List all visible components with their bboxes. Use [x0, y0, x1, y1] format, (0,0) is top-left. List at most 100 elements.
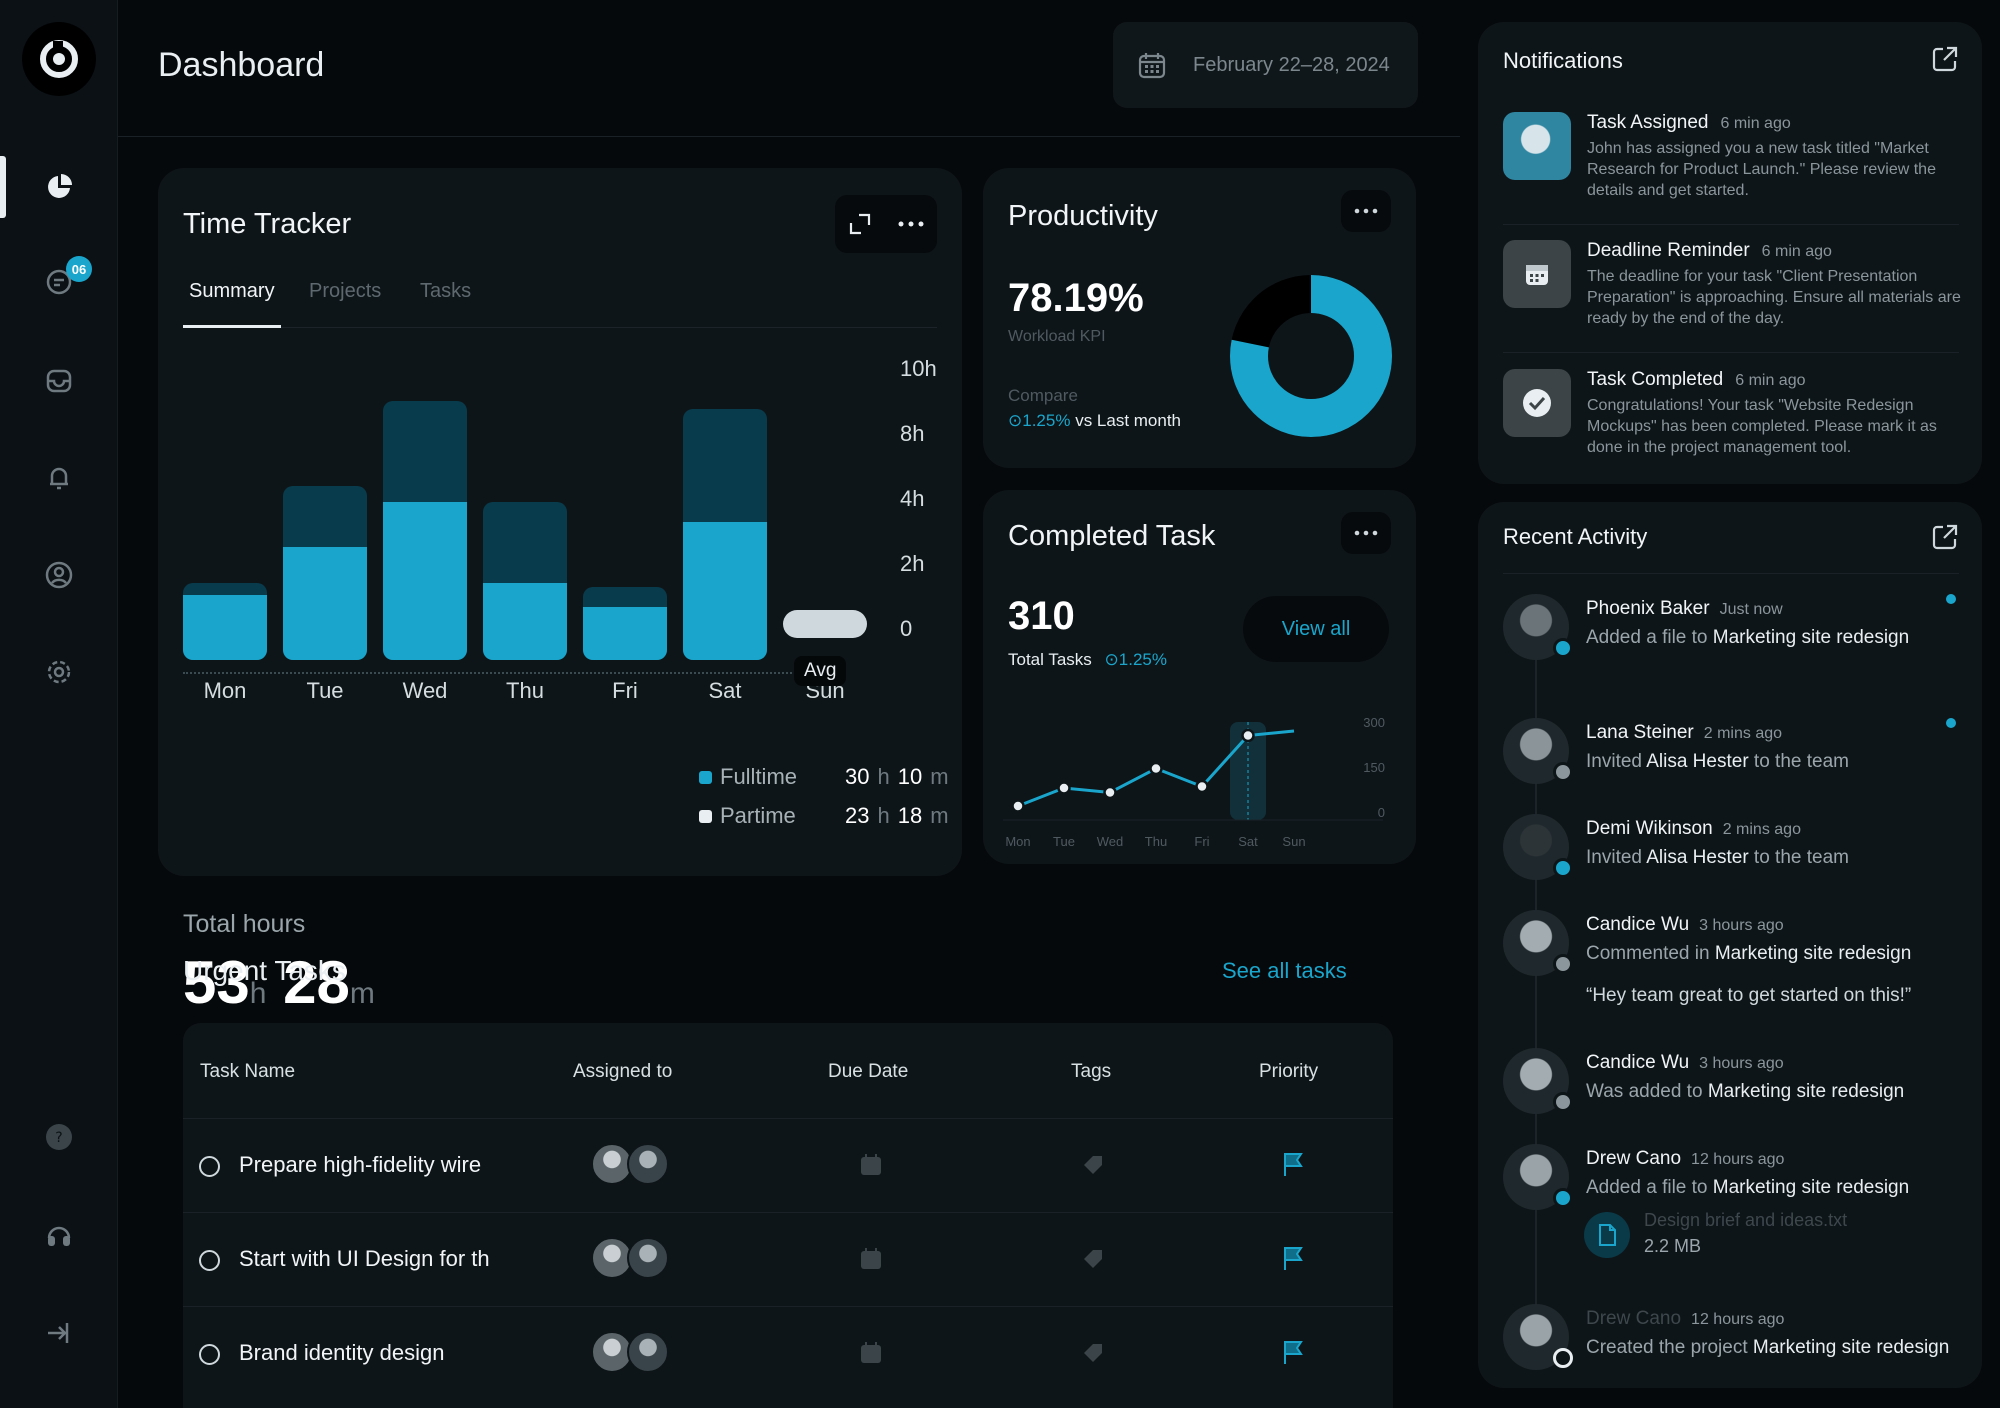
activity-link[interactable]: Alisa Hester	[1646, 751, 1749, 772]
sidebar: 06 ?	[0, 0, 118, 1408]
nav-help[interactable]: ?	[39, 1117, 79, 1157]
assignee-avatar[interactable]	[591, 1143, 633, 1185]
activity-link[interactable]: Marketing site redesign	[1707, 1081, 1905, 1102]
activity-link[interactable]: Marketing site redesign	[1712, 627, 1910, 648]
completed-more-button[interactable]	[1341, 512, 1391, 554]
activity-text: Invited Alisa Hester to the team	[1586, 751, 1849, 772]
data-point[interactable]	[1057, 781, 1071, 795]
calendar-icon	[1138, 53, 1166, 79]
see-all-tasks-link[interactable]: See all tasks	[1222, 958, 1347, 983]
legend-fulltime: Fulltime 30 h 10 m	[699, 764, 949, 790]
bar-fri	[583, 587, 667, 660]
app-logo[interactable]	[22, 22, 96, 96]
col-tags[interactable]: Tags	[1071, 1061, 1112, 1082]
notification-divider	[1503, 224, 1959, 225]
priority-flag-icon[interactable]	[1281, 1245, 1305, 1271]
tag-icon[interactable]	[1081, 1247, 1105, 1271]
status-indicator	[1553, 762, 1573, 782]
file-name[interactable]: Design brief and ideas.txt	[1644, 1210, 1848, 1230]
col-priority[interactable]: Priority	[1259, 1061, 1319, 1082]
total-hours-value: 53h 28m	[183, 949, 375, 1016]
legend-minutes: 18	[897, 803, 923, 828]
table-row[interactable]: Prepare high-fidelity wire	[183, 1118, 1393, 1212]
legend-label: Fulltime	[720, 764, 798, 789]
x-tick-label: Fri	[612, 678, 638, 703]
table-row[interactable]: Start with UI Design for th	[183, 1212, 1393, 1306]
page-title: Dashboard	[158, 46, 325, 84]
table-row[interactable]: Brand identity design	[183, 1306, 1393, 1400]
col-due-date[interactable]: Due Date	[828, 1061, 909, 1082]
nav-support[interactable]	[39, 1215, 79, 1255]
bar-fulltime-mon	[183, 595, 267, 660]
task-checkbox[interactable]	[199, 1156, 220, 1177]
y-tick: 2h	[900, 551, 925, 576]
nav-logout[interactable]	[39, 1313, 79, 1353]
recent-activity-title: Recent Activity	[1503, 524, 1648, 549]
completed-task-card: Completed Task 310 Total Tasks ⊙1.25% Vi…	[983, 490, 1416, 864]
priority-flag-icon[interactable]	[1281, 1151, 1305, 1177]
activity-link[interactable]: Marketing site redesign	[1752, 1337, 1950, 1358]
activity-text: Invited Alisa Hester to the team	[1586, 847, 1849, 868]
bar-tue	[283, 485, 367, 660]
compare-label: Compare	[1008, 386, 1078, 405]
calendar-icon[interactable]	[859, 1153, 883, 1177]
data-point[interactable]	[1241, 728, 1255, 743]
assignee-avatar[interactable]	[627, 1143, 669, 1185]
activity-name: Lana Steiner 2 mins ago	[1586, 722, 1783, 743]
tag-icon[interactable]	[1081, 1153, 1105, 1177]
fulltime-swatch	[699, 770, 712, 784]
col-task-name[interactable]: Task Name	[200, 1061, 296, 1082]
notification-body: The deadline for your task "Client Prese…	[1587, 268, 1961, 327]
status-indicator	[1553, 858, 1573, 878]
external-link-icon[interactable]	[1930, 44, 1960, 74]
tab-tasks[interactable]: Tasks	[420, 280, 472, 302]
status-indicator	[1553, 638, 1573, 658]
y-tick-label: 0	[1378, 805, 1385, 820]
calendar-icon[interactable]	[859, 1341, 883, 1365]
assignee-avatar[interactable]	[591, 1237, 633, 1279]
nav-messages[interactable]	[39, 262, 79, 302]
activity-link[interactable]: Alisa Hester	[1646, 847, 1749, 868]
file-icon[interactable]	[1584, 1212, 1630, 1258]
date-range-picker[interactable]: February 22–28, 2024	[1113, 22, 1418, 108]
tab-summary[interactable]: Summary	[189, 280, 275, 302]
nav-settings[interactable]	[39, 652, 79, 692]
nav-notifications[interactable]	[39, 458, 79, 498]
tab-projects[interactable]: Projects	[309, 280, 382, 302]
external-link-icon[interactable]	[1930, 522, 1960, 552]
date-range-text: February 22–28, 2024	[1193, 53, 1390, 76]
data-point[interactable]	[1149, 761, 1163, 776]
nav-profile[interactable]	[39, 555, 79, 595]
data-point[interactable]	[1195, 779, 1209, 794]
nav-active-indicator	[0, 156, 6, 218]
nav-dashboard[interactable]	[39, 167, 79, 207]
bar-fulltime-thu	[483, 583, 567, 660]
view-all-button[interactable]: View all	[1243, 596, 1389, 662]
completed-value: 310	[1008, 594, 1075, 638]
gear-icon	[47, 660, 71, 684]
more-icon[interactable]	[897, 220, 925, 228]
data-point[interactable]	[1011, 799, 1025, 813]
calendar-icon[interactable]	[859, 1247, 883, 1271]
task-checkbox[interactable]	[199, 1344, 220, 1365]
assignee-avatar[interactable]	[627, 1331, 669, 1373]
notification-title: Task Completed 6 min ago	[1587, 369, 1806, 390]
tag-icon[interactable]	[1081, 1341, 1105, 1365]
notifications-title: Notifications	[1503, 48, 1623, 73]
productivity-more-button[interactable]	[1341, 190, 1391, 232]
activity-link[interactable]: Marketing site redesign	[1714, 943, 1912, 964]
nav-inbox[interactable]	[39, 361, 79, 401]
activity-time: 12 hours ago	[1691, 1311, 1785, 1328]
expand-icon[interactable]	[847, 211, 873, 237]
notification-body: John has assigned you a new task titled …	[1587, 140, 1936, 199]
col-assigned-to[interactable]: Assigned to	[573, 1061, 673, 1082]
legend-minutes: 10	[897, 764, 923, 789]
compare-delta-icon: ⊙	[1008, 411, 1023, 430]
activity-link[interactable]: Marketing site redesign	[1712, 1177, 1910, 1198]
assignee-avatar[interactable]	[627, 1237, 669, 1279]
notifications-panel: Notifications Task Assigned 6 min ago John…	[1478, 22, 1982, 484]
priority-flag-icon[interactable]	[1281, 1339, 1305, 1365]
notification-time: 6 min ago	[1720, 115, 1791, 132]
task-checkbox[interactable]	[199, 1250, 220, 1271]
data-point[interactable]	[1103, 785, 1117, 800]
